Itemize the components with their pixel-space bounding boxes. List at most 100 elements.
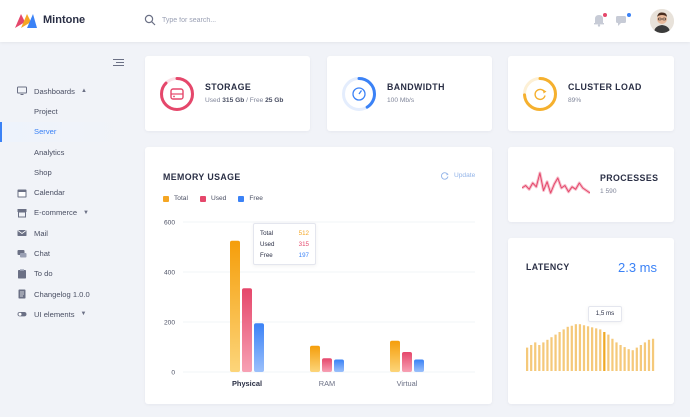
latency-bar[interactable] bbox=[582, 325, 586, 371]
latency-bar[interactable] bbox=[558, 332, 561, 371]
sidebar-item-project[interactable]: Project bbox=[0, 101, 125, 121]
changelog-icon bbox=[18, 289, 26, 299]
sidebar-item-label: To do bbox=[34, 269, 53, 279]
tooltip-row: Free 197 bbox=[260, 250, 309, 261]
latency-bar[interactable] bbox=[550, 337, 553, 371]
sidebar-item-analytics[interactable]: Analytics bbox=[0, 142, 125, 162]
calendar-icon bbox=[17, 189, 27, 198]
processes-card: PROCESSES 1 590 bbox=[508, 147, 674, 222]
legend-free[interactable]: Free bbox=[238, 195, 263, 202]
bell-icon[interactable] bbox=[592, 13, 606, 27]
y-tick-label: 600 bbox=[164, 220, 175, 227]
sidebar-item-label: Project bbox=[34, 106, 58, 116]
bar-free[interactable] bbox=[414, 359, 424, 373]
cluster-title: CLUSTER LOAD bbox=[568, 82, 642, 92]
bar-total[interactable] bbox=[310, 345, 320, 372]
latency-bar[interactable] bbox=[554, 334, 557, 371]
latency-bar[interactable] bbox=[595, 328, 598, 371]
latency-bar[interactable] bbox=[607, 334, 610, 371]
latency-bar[interactable] bbox=[538, 345, 541, 371]
legend-label: Free bbox=[249, 195, 263, 202]
tooltip-label: Free bbox=[260, 252, 273, 259]
bandwidth-card: BANDWIDTH 100 Mb/s bbox=[327, 56, 492, 131]
latency-bar[interactable] bbox=[578, 324, 582, 371]
user-avatar-icon bbox=[650, 9, 674, 33]
latency-bar[interactable] bbox=[562, 329, 565, 371]
latency-bar[interactable] bbox=[611, 338, 614, 371]
storage-used: 315 Gb bbox=[222, 97, 245, 104]
latency-bar[interactable] bbox=[631, 350, 634, 371]
tooltip-row: Total 512 bbox=[260, 228, 309, 239]
latency-bar[interactable] bbox=[546, 339, 549, 371]
bar-used[interactable] bbox=[322, 358, 332, 372]
tooltip-value: 315 bbox=[298, 241, 309, 248]
chevron-down-icon: ▼ bbox=[83, 209, 89, 216]
latency-bar[interactable] bbox=[530, 345, 533, 371]
storage-title: STORAGE bbox=[205, 82, 252, 92]
bar-total[interactable] bbox=[230, 240, 240, 372]
message-icon[interactable] bbox=[615, 13, 629, 27]
latency-bar[interactable] bbox=[651, 338, 655, 371]
bar-free[interactable] bbox=[254, 323, 264, 372]
storage-usage: Used 315 Gb / Free 25 Gb bbox=[205, 97, 283, 104]
menu-toggle-icon[interactable] bbox=[113, 59, 124, 68]
sidebar-item-chat[interactable]: Chat bbox=[0, 243, 125, 263]
bar-used[interactable] bbox=[242, 288, 252, 372]
memory-chart: 0 200 400 600 Physical RAM Virtual bbox=[164, 220, 475, 388]
latency-bar[interactable] bbox=[627, 349, 630, 371]
legend-total[interactable]: Total bbox=[163, 195, 188, 202]
legend-used[interactable]: Used bbox=[199, 195, 226, 202]
refresh-icon bbox=[441, 172, 449, 180]
sparkline-line bbox=[522, 172, 590, 194]
top-bar: Mintone bbox=[0, 0, 690, 42]
sidebar-item-server[interactable]: Server bbox=[0, 121, 125, 143]
sidebar-item-calendar[interactable]: Calendar bbox=[0, 182, 125, 202]
cluster-ring bbox=[523, 77, 557, 111]
legend-swatch bbox=[238, 195, 245, 202]
latency-tooltip: 1,5 ms bbox=[588, 306, 622, 322]
processes-sparkline bbox=[522, 171, 590, 195]
brand[interactable]: Mintone bbox=[15, 12, 85, 28]
latency-bar[interactable] bbox=[534, 342, 537, 371]
sidebar-item-mail[interactable]: Mail bbox=[0, 223, 125, 243]
latency-bar[interactable] bbox=[615, 342, 618, 371]
database-icon bbox=[170, 88, 184, 100]
sidebar-item-label: UI elements bbox=[34, 309, 75, 319]
sidebar-item-todo[interactable]: To do bbox=[0, 264, 125, 284]
bandwidth-value: 100 Mb/s bbox=[387, 97, 415, 104]
latency-bar[interactable] bbox=[599, 329, 602, 371]
sidebar-item-changelog[interactable]: Changelog 1.0.0 bbox=[0, 284, 125, 304]
sidebar-item-ecommerce[interactable]: E-commerce ▼ bbox=[0, 203, 125, 223]
latency-bar[interactable] bbox=[526, 347, 529, 371]
latency-bar[interactable] bbox=[603, 332, 606, 371]
latency-bar[interactable] bbox=[643, 342, 647, 371]
sidebar-item-label: Analytics bbox=[34, 147, 65, 157]
latency-bar[interactable] bbox=[566, 326, 569, 371]
latency-bar[interactable] bbox=[647, 339, 651, 371]
avatar[interactable] bbox=[650, 9, 674, 33]
storage-ring bbox=[160, 77, 194, 111]
latency-bar[interactable] bbox=[623, 347, 626, 371]
latency-bar[interactable] bbox=[574, 324, 577, 371]
legend-swatch bbox=[199, 195, 206, 202]
latency-bar[interactable] bbox=[591, 327, 594, 371]
sidebar-item-label: Server bbox=[34, 127, 57, 137]
latency-bar[interactable] bbox=[639, 345, 642, 371]
bar-total[interactable] bbox=[390, 340, 400, 372]
latency-bar[interactable] bbox=[635, 347, 638, 371]
latency-bar[interactable] bbox=[542, 342, 545, 371]
sidebar-item-ui-elements[interactable]: UI elements ▼ bbox=[0, 304, 125, 324]
latency-bar[interactable] bbox=[619, 345, 622, 371]
message-dot bbox=[627, 13, 631, 17]
sidebar-item-shop[interactable]: Shop bbox=[0, 162, 125, 182]
search-input[interactable] bbox=[162, 16, 322, 24]
latency-bar[interactable] bbox=[586, 326, 590, 371]
monitor-icon bbox=[17, 86, 27, 96]
update-button[interactable]: Update bbox=[440, 171, 475, 180]
bar-used[interactable] bbox=[402, 352, 412, 372]
latency-bar[interactable] bbox=[570, 325, 573, 371]
bar-free[interactable] bbox=[334, 359, 344, 373]
search-icon bbox=[144, 14, 156, 26]
sidebar-item-dashboards[interactable]: Dashboards ▲ bbox=[0, 81, 125, 101]
latency-value: 2.3 ms bbox=[618, 260, 658, 275]
